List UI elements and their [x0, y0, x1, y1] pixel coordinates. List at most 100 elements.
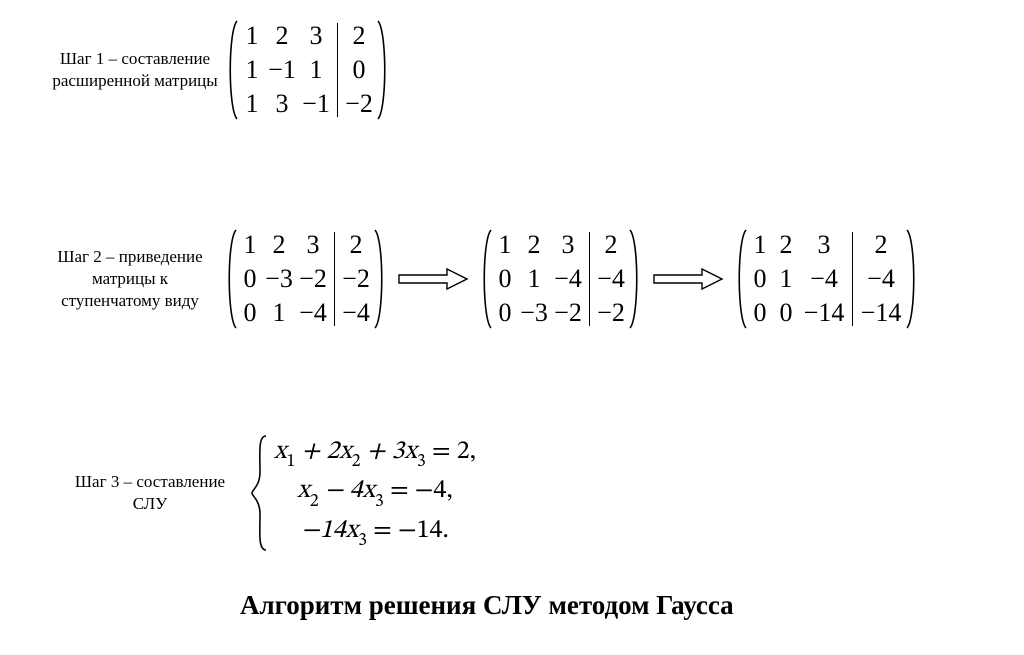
matrix-cell: 2 — [262, 229, 296, 262]
matrix-cell: 0 — [238, 297, 262, 330]
matrix-cell: −2 — [342, 88, 376, 121]
matrix-cell: −14 — [857, 297, 905, 330]
matrix-cell: 0 — [748, 297, 772, 330]
matrix-row: 123 — [748, 229, 848, 262]
augment-bar — [337, 23, 338, 117]
matrix-row: −2 — [342, 88, 376, 121]
matrix-cell: 3 — [800, 229, 848, 262]
matrix-cell: 2 — [594, 229, 628, 262]
step-1-label: Шаг 1 – составление расширенной матрицы — [45, 48, 225, 92]
matrix-cell: −14 — [800, 297, 848, 330]
brace-icon — [250, 434, 268, 552]
augment-bar — [334, 232, 335, 326]
matrix-cell: 1 — [239, 20, 265, 53]
matrix-cell: 2 — [772, 229, 800, 262]
matrix-cell: 3 — [265, 88, 299, 121]
matrix-left: 12301−40−3−2 — [493, 228, 585, 330]
matrix-cell: 0 — [238, 263, 262, 296]
matrix-right: 2−4−2 — [594, 228, 628, 330]
paren-right-icon — [376, 19, 390, 121]
matrix-cell: −4 — [800, 263, 848, 296]
page-title: Алгоритм решения СЛУ методом Гаусса — [240, 590, 734, 621]
step-2-row: Шаг 2 – приведение матрицы к ступенчатом… — [50, 228, 919, 330]
matrix-row: 0−3−2 — [238, 263, 330, 296]
matrix-cell: 2 — [265, 20, 299, 53]
matrix-cell: −1 — [265, 54, 299, 87]
matrix-cell: 1 — [517, 263, 551, 296]
matrix-cell: 3 — [299, 20, 333, 53]
matrix-cell: 2 — [517, 229, 551, 262]
matrix-row: 123 — [239, 20, 333, 53]
step-3-system: x1 + 2x2 + 3x3 = 2,x2 − 4x3 = −4,−14x3 =… — [250, 434, 476, 552]
matrix-cell: 2 — [342, 20, 376, 53]
matrix-body: 12301−40−3−22−4−2 — [493, 228, 628, 330]
matrix-cell: −2 — [551, 297, 585, 330]
matrix-cell: −3 — [262, 263, 296, 296]
paren-left-icon — [224, 228, 238, 330]
matrix-row: 2 — [339, 229, 373, 262]
matrix-row: 0−3−2 — [493, 297, 585, 330]
step-2-matrix-a: 1230−3−201−42−2−4 — [224, 228, 387, 330]
matrix-body: 1231−1113−120−2 — [239, 19, 376, 121]
matrix-row: 00−14 — [748, 297, 848, 330]
matrix-cell: −2 — [594, 297, 628, 330]
step-1-row: Шаг 1 – составление расширенной матрицы … — [45, 19, 390, 121]
matrix-cell: 0 — [493, 297, 517, 330]
paren-right-icon — [628, 228, 642, 330]
matrix-cell: −2 — [339, 263, 373, 296]
matrix-row: 13−1 — [239, 88, 333, 121]
matrix-row: 1−11 — [239, 54, 333, 87]
arrow-2 — [652, 266, 724, 292]
matrix-cell: −4 — [857, 263, 905, 296]
matrix-cell: 0 — [772, 297, 800, 330]
matrix-cell: −3 — [517, 297, 551, 330]
matrix-cell: 1 — [262, 297, 296, 330]
step-3-label: Шаг 3 – составление СЛУ — [60, 471, 240, 515]
matrix-cell: 2 — [339, 229, 373, 262]
matrix-row: −2 — [339, 263, 373, 296]
matrix-cell: 1 — [299, 54, 333, 87]
matrix-cell: 3 — [551, 229, 585, 262]
step-2-label: Шаг 2 – приведение матрицы к ступенчатом… — [50, 246, 210, 312]
matrix-left: 1230−3−201−4 — [238, 228, 330, 330]
matrix-row: 123 — [493, 229, 585, 262]
matrix-cell: 1 — [772, 263, 800, 296]
paren-left-icon — [225, 19, 239, 121]
matrix-cell: 3 — [296, 229, 330, 262]
equation-line: −14x3 = −14. — [274, 513, 476, 552]
matrix-body: 12301−400−142−4−14 — [748, 228, 905, 330]
matrix-cell: −4 — [339, 297, 373, 330]
matrix-cell: 2 — [857, 229, 905, 262]
matrix-row: 2 — [342, 20, 376, 53]
matrix-cell: −1 — [299, 88, 333, 121]
matrix-cell: −4 — [296, 297, 330, 330]
matrix-row: −4 — [857, 263, 905, 296]
matrix-row: −4 — [339, 297, 373, 330]
matrix-row: 2 — [857, 229, 905, 262]
matrix-row: 01−4 — [493, 263, 585, 296]
equation-line: x2 − 4x3 = −4, — [274, 473, 476, 512]
arrow-1 — [397, 266, 469, 292]
step-2-matrix-c: 12301−400−142−4−14 — [734, 228, 919, 330]
matrix-cell: −4 — [551, 263, 585, 296]
augment-bar — [852, 232, 853, 326]
matrix-cell: 1 — [748, 229, 772, 262]
system-body: x1 + 2x2 + 3x3 = 2,x2 − 4x3 = −4,−14x3 =… — [268, 434, 476, 552]
matrix-row: 123 — [238, 229, 330, 262]
matrix-row: −2 — [594, 297, 628, 330]
paren-left-icon — [734, 228, 748, 330]
matrix-left: 12301−400−14 — [748, 228, 848, 330]
matrix-cell: 0 — [748, 263, 772, 296]
matrix-row: 0 — [342, 54, 376, 87]
paren-right-icon — [373, 228, 387, 330]
matrix-row: −14 — [857, 297, 905, 330]
matrix-right: 2−4−14 — [857, 228, 905, 330]
step-3-row: Шаг 3 – составление СЛУ x1 + 2x2 + 3x3 =… — [60, 434, 476, 552]
matrix-cell: 0 — [342, 54, 376, 87]
matrix-cell: 1 — [239, 88, 265, 121]
matrix-cell: −2 — [296, 263, 330, 296]
matrix-row: 01−4 — [748, 263, 848, 296]
matrix-left: 1231−1113−1 — [239, 19, 333, 121]
matrix-right: 2−2−4 — [339, 228, 373, 330]
step-2-matrix-b: 12301−40−3−22−4−2 — [479, 228, 642, 330]
